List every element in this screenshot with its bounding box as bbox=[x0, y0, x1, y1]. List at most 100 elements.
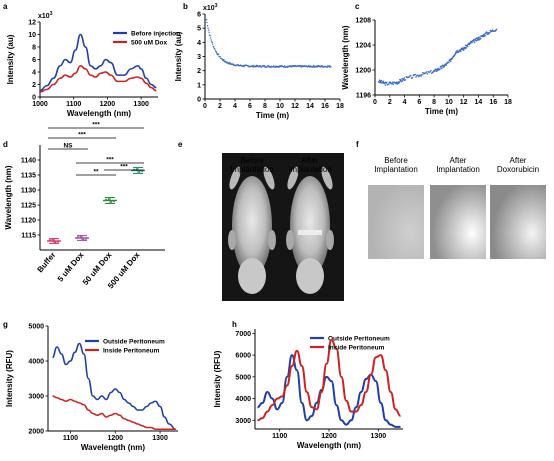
data-point bbox=[57, 241, 59, 243]
data-point bbox=[396, 83, 398, 85]
data-point bbox=[440, 65, 443, 68]
data-point bbox=[485, 31, 488, 33]
y-tick-label: 1196 bbox=[356, 93, 371, 100]
data-point bbox=[476, 39, 479, 41]
y-axis-label: Wavelength (nm) bbox=[341, 25, 350, 89]
data-point bbox=[77, 236, 79, 238]
data-point bbox=[217, 53, 220, 56]
data-point bbox=[403, 77, 406, 79]
y-multiplier-exponent: 3 bbox=[215, 3, 218, 9]
y-axis-label: Intensity (RFU) bbox=[5, 350, 14, 407]
legend-label-1: Outside Peritoneum bbox=[328, 336, 390, 343]
data-point bbox=[259, 64, 261, 67]
series-line-1 bbox=[52, 342, 176, 431]
y-tick-label: 6000 bbox=[235, 353, 251, 360]
data-point bbox=[389, 81, 392, 84]
data-point bbox=[85, 238, 87, 240]
legend-label-2: Inside Peritoneum bbox=[328, 345, 385, 352]
data-point bbox=[426, 72, 429, 75]
caption-line-1: Before bbox=[384, 156, 408, 165]
series-line-1 bbox=[39, 33, 157, 92]
data-point bbox=[456, 49, 458, 52]
data-point bbox=[425, 71, 428, 73]
caption-line-1: After bbox=[450, 156, 467, 165]
data-point bbox=[408, 76, 410, 79]
legend-label-1: Outside Peritoneum bbox=[103, 339, 165, 346]
mouse-leg bbox=[287, 166, 299, 190]
y-tick-label: 6 bbox=[32, 57, 36, 64]
data-point bbox=[414, 73, 416, 76]
x-tick-label: 1100 bbox=[272, 433, 287, 440]
data-point bbox=[284, 65, 286, 67]
y-tick-label: 4000 bbox=[28, 359, 44, 366]
caption-line-2: Implantation bbox=[288, 165, 332, 174]
data-point bbox=[82, 238, 85, 241]
fluorescence-tile bbox=[430, 185, 486, 259]
data-point bbox=[391, 81, 394, 84]
data-point bbox=[391, 82, 393, 85]
caption-line-2: Doxorubicin bbox=[497, 165, 539, 174]
legend-label-2: 500 uM Dox bbox=[131, 40, 168, 47]
panel-a-axes: 1000 1100 1200 1300 0 2 4 6 8 10 12 Wavelength (nm)… bbox=[6, 11, 180, 118]
data-point bbox=[380, 79, 383, 82]
x-tick-label: 1200 bbox=[107, 435, 123, 442]
x-tick-label: 16 bbox=[321, 103, 329, 110]
x-tick-label: 1300 bbox=[133, 101, 149, 108]
significance-label: NS bbox=[63, 143, 73, 150]
data-point bbox=[263, 65, 265, 67]
data-point bbox=[401, 80, 404, 82]
x-category-label: Buffer bbox=[35, 251, 57, 275]
data-point bbox=[449, 60, 452, 63]
x-tick-label: 6 bbox=[248, 103, 252, 110]
mouse-leg bbox=[268, 230, 276, 250]
y-tick-label: 0 bbox=[197, 97, 201, 104]
data-point bbox=[415, 76, 417, 78]
data-point bbox=[237, 63, 239, 66]
panel-label-d: d bbox=[3, 140, 8, 149]
panel-label-g: g bbox=[3, 320, 8, 329]
panel-g-axes: 1100 1200 1300 2000 3000 4000 5000 Wavelength (… bbox=[5, 324, 178, 452]
x-tick-label: 2 bbox=[388, 99, 392, 106]
panel-label-b: b bbox=[183, 2, 188, 11]
data-point bbox=[227, 63, 230, 65]
data-point bbox=[51, 238, 54, 241]
y-tick-label: 2 bbox=[32, 82, 36, 89]
y-tick-label: 1130 bbox=[21, 188, 36, 195]
panel-c-axes: 0 2 4 6 8 10 12 14 16 18 1196 1200 1204 1208 Time (m) W… bbox=[341, 18, 512, 117]
y-tick-label: 4000 bbox=[235, 396, 251, 403]
data-point bbox=[485, 32, 487, 35]
y-tick-label: 2000 bbox=[28, 429, 44, 436]
legend-label-2: Inside Peritoneum bbox=[103, 348, 160, 355]
data-point bbox=[398, 81, 401, 84]
y-tick-label: 7000 bbox=[235, 331, 251, 338]
data-point bbox=[484, 34, 486, 37]
data-point bbox=[274, 66, 276, 68]
data-point bbox=[477, 36, 480, 39]
x-tick-label: 8 bbox=[263, 103, 267, 110]
data-point bbox=[138, 171, 141, 173]
data-point bbox=[223, 59, 225, 61]
data-point bbox=[459, 50, 462, 53]
y-tick-label: 1208 bbox=[355, 18, 371, 25]
caption-line-2: Implantation bbox=[436, 165, 480, 174]
x-tick-label: 1200 bbox=[100, 101, 116, 108]
data-point bbox=[411, 76, 414, 79]
y-axis-label: Wavelength (nm) bbox=[4, 165, 13, 229]
mouse-head bbox=[238, 258, 266, 294]
data-point bbox=[215, 51, 218, 54]
x-tick-label: 16 bbox=[489, 99, 497, 106]
panel-label-a: a bbox=[3, 2, 8, 11]
data-point bbox=[79, 235, 82, 238]
data-point bbox=[461, 47, 463, 49]
x-tick-label: 4 bbox=[233, 103, 237, 110]
mouse-body bbox=[232, 176, 272, 276]
data-point bbox=[113, 200, 115, 203]
data-point bbox=[219, 55, 221, 58]
data-point bbox=[420, 75, 422, 77]
x-tick-label: 1300 bbox=[152, 435, 168, 442]
y-tick-label: 0 bbox=[32, 95, 36, 102]
data-point bbox=[387, 83, 390, 85]
x-tick-label: 12 bbox=[460, 99, 468, 106]
mouse-leg bbox=[326, 230, 334, 250]
